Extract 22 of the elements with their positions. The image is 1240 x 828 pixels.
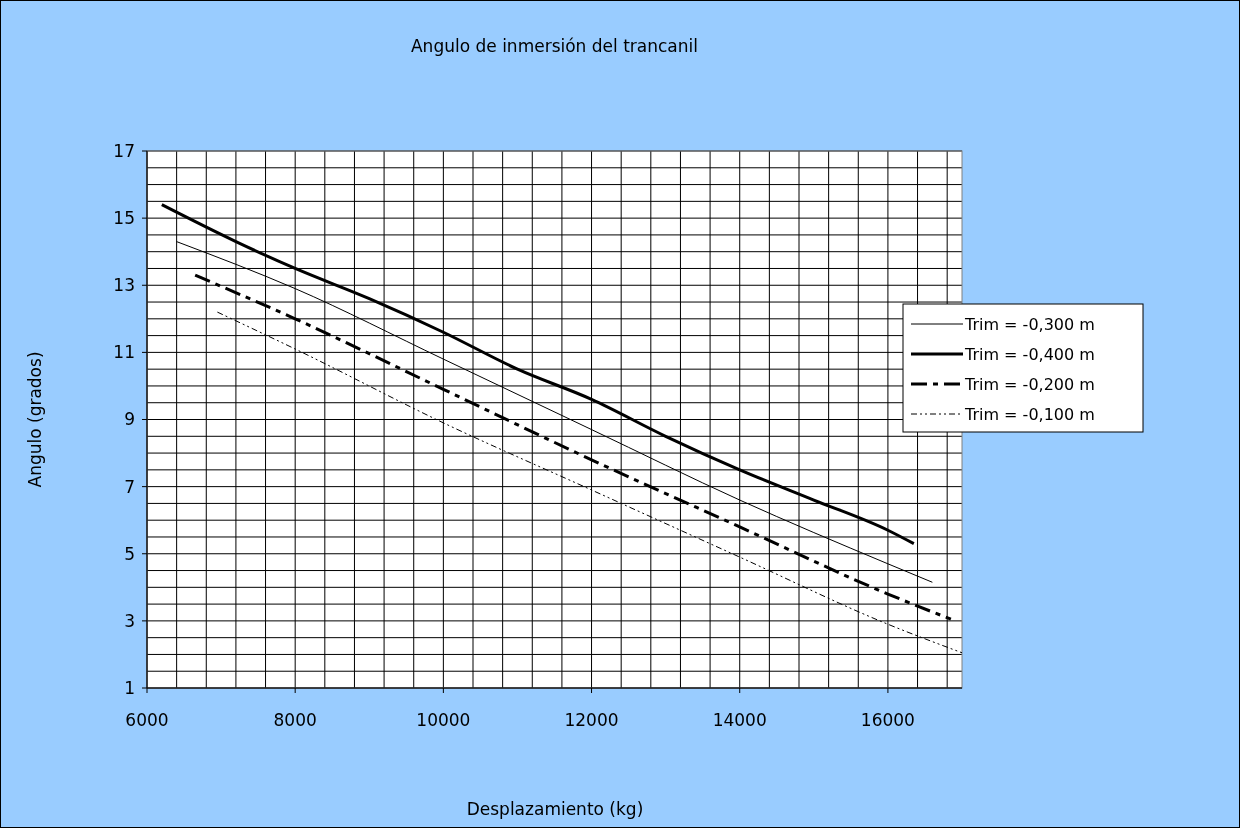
y-tick-label: 17 xyxy=(113,140,135,161)
x-tick-label: 8000 xyxy=(273,710,317,730)
x-tick-label: 10000 xyxy=(416,710,471,730)
x-tick-label: 14000 xyxy=(712,710,767,730)
y-tick-label: 13 xyxy=(113,275,135,296)
legend-label: Trim = -0,100 m xyxy=(964,404,1095,424)
y-tick-label: 3 xyxy=(124,610,135,631)
x-tick-label: 16000 xyxy=(860,710,915,730)
x-tick-label: 12000 xyxy=(564,710,619,730)
y-tick-label: 9 xyxy=(124,409,135,430)
y-tick-label: 7 xyxy=(124,476,135,497)
legend-label: Trim = -0,400 m xyxy=(964,344,1095,364)
chart-title: Angulo de inmersión del trancanil xyxy=(410,36,699,56)
y-axis-title: Angulo (grados) xyxy=(25,351,45,488)
legend-label: Trim = -0,300 m xyxy=(964,314,1095,334)
y-tick-label: 5 xyxy=(124,543,135,564)
x-axis-title: Desplazamiento (kg) xyxy=(466,799,644,819)
legend-label: Trim = -0,200 m xyxy=(964,374,1095,394)
y-tick-label: 1 xyxy=(124,677,135,698)
x-tick-label: 6000 xyxy=(125,710,169,730)
y-tick-label: 11 xyxy=(113,342,135,363)
y-tick-label: 15 xyxy=(113,208,135,229)
